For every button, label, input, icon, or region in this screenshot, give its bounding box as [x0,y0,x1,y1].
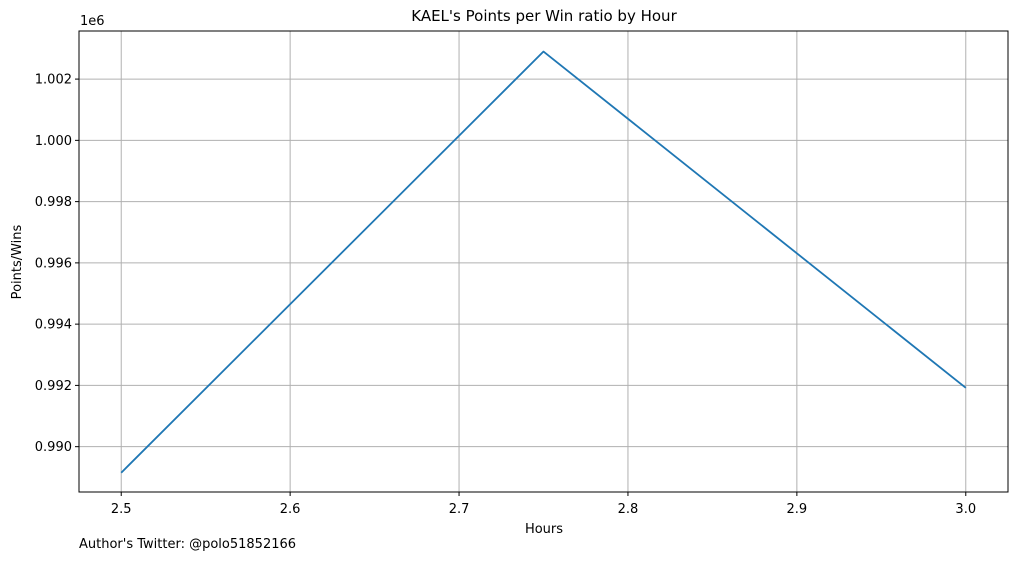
y-tick-label: 0.992 [35,379,72,394]
x-axis-ticks: 2.5 2.6 2.7 2.8 2.9 3.0 [111,492,976,517]
chart-title: KAEL's Points per Win ratio by Hour [411,7,677,25]
x-tick-label: 2.9 [787,502,808,517]
y-tick-label: 0.994 [35,318,72,333]
y-tick-label: 1.002 [35,73,72,88]
y-tick-label: 1.000 [35,134,72,149]
x-tick-label: 3.0 [955,502,976,517]
plot-frame [78,30,1009,493]
y-axis-ticks: 0.990 0.992 0.994 0.996 0.998 1.000 1.002 [35,73,79,455]
x-tick-label: 2.6 [280,502,301,517]
y-tick-label: 0.998 [35,195,72,210]
series-layer [120,50,967,474]
x-tick-label: 2.5 [111,502,132,517]
x-tick-label: 2.8 [618,502,639,517]
series-line [120,50,967,474]
x-axis-label: Hours [525,522,563,537]
y-tick-label: 0.990 [35,440,72,455]
y-offset-label: 1e6 [80,14,105,29]
x-tick-label: 2.7 [449,502,470,517]
y-tick-label: 0.996 [35,256,72,271]
grid [79,31,1008,492]
author-credit: Author's Twitter: @polo51852166 [79,537,297,552]
y-axis-label: Points/Wins [10,224,25,299]
